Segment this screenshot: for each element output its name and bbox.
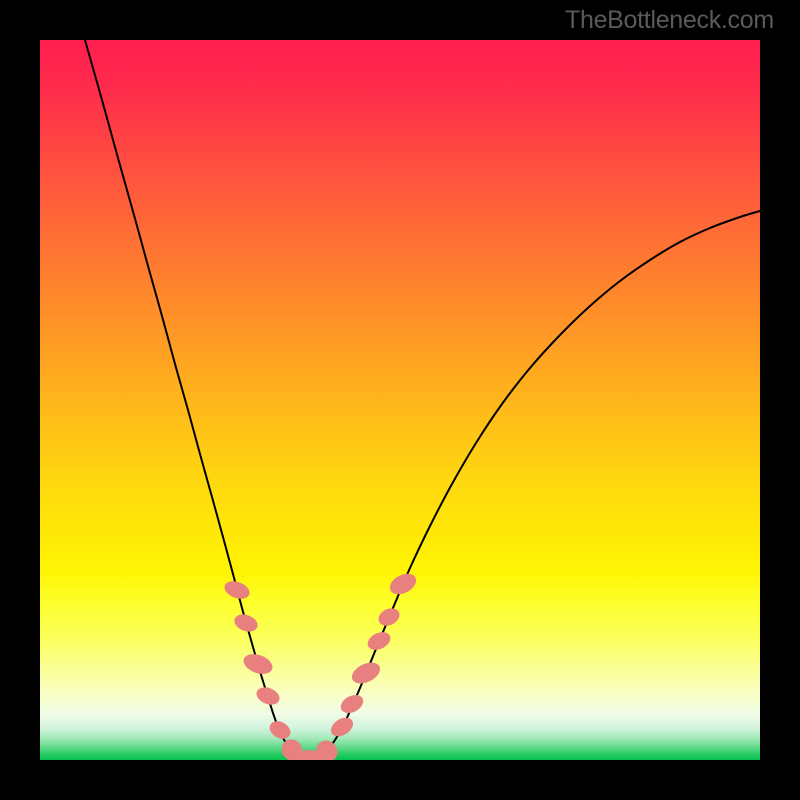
chart-svg: [40, 40, 760, 760]
watermark-text: TheBottleneck.com: [565, 6, 774, 35]
gradient-bg: [40, 40, 760, 760]
plot-area: [40, 40, 760, 760]
